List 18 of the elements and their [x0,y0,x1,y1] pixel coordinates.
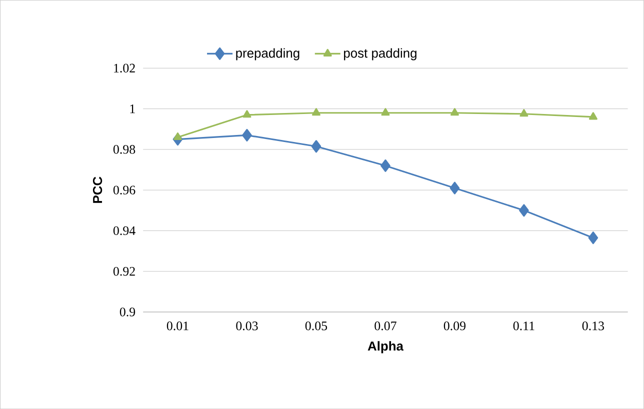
x-tick-label: 0.13 [582,321,604,330]
y-tick-label: 0.98 [113,144,136,154]
y-tick-label: 0.94 [113,226,136,236]
y-axis-title: PCC [92,176,102,203]
legend-label: prepadding [236,48,300,60]
x-tick-label: 0.11 [513,321,534,330]
x-tick-label: 0.03 [236,321,258,330]
x-tick-label: 0.05 [305,321,328,330]
legend-label: post padding [344,48,416,60]
y-tick-label: 1 [130,104,135,114]
x-tick-label: 0.09 [444,321,466,330]
y-tick-label: 0.96 [113,186,136,194]
x-tick-label: 0.01 [166,321,188,330]
y-tick-label: 1.02 [114,64,135,72]
y-tick-label: 0.9 [120,308,136,316]
x-axis-title: Alpha [368,341,404,354]
y-tick-label: 0.92 [113,266,135,276]
x-tick-label: 0.07 [374,321,396,330]
